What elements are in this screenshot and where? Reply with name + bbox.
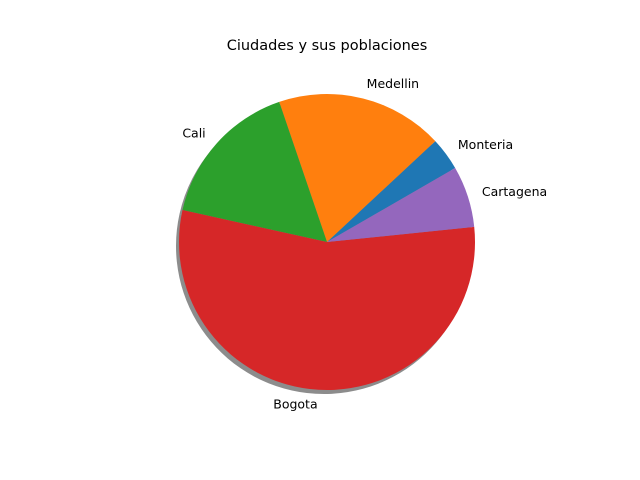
chart-title: Ciudades y sus poblaciones <box>227 38 428 54</box>
pie-label-cali: Cali <box>182 125 205 140</box>
pie-labels: Monteria Medellin Cali Bogota Cartagena <box>182 76 547 411</box>
pie-slice-cartagena <box>327 168 475 242</box>
pie-label-cartagena: Cartagena <box>482 184 547 199</box>
pie-slice-bogota <box>179 210 476 391</box>
pie-slice-monteria <box>327 141 456 242</box>
pie-label-monteria: Monteria <box>458 137 513 152</box>
pie-label-medellin: Medellin <box>367 76 419 91</box>
pie-slices <box>179 94 476 391</box>
pie-slice-cali <box>182 101 327 243</box>
pie-slice-medellin <box>279 94 436 243</box>
pie-label-bogota: Bogota <box>273 397 317 412</box>
